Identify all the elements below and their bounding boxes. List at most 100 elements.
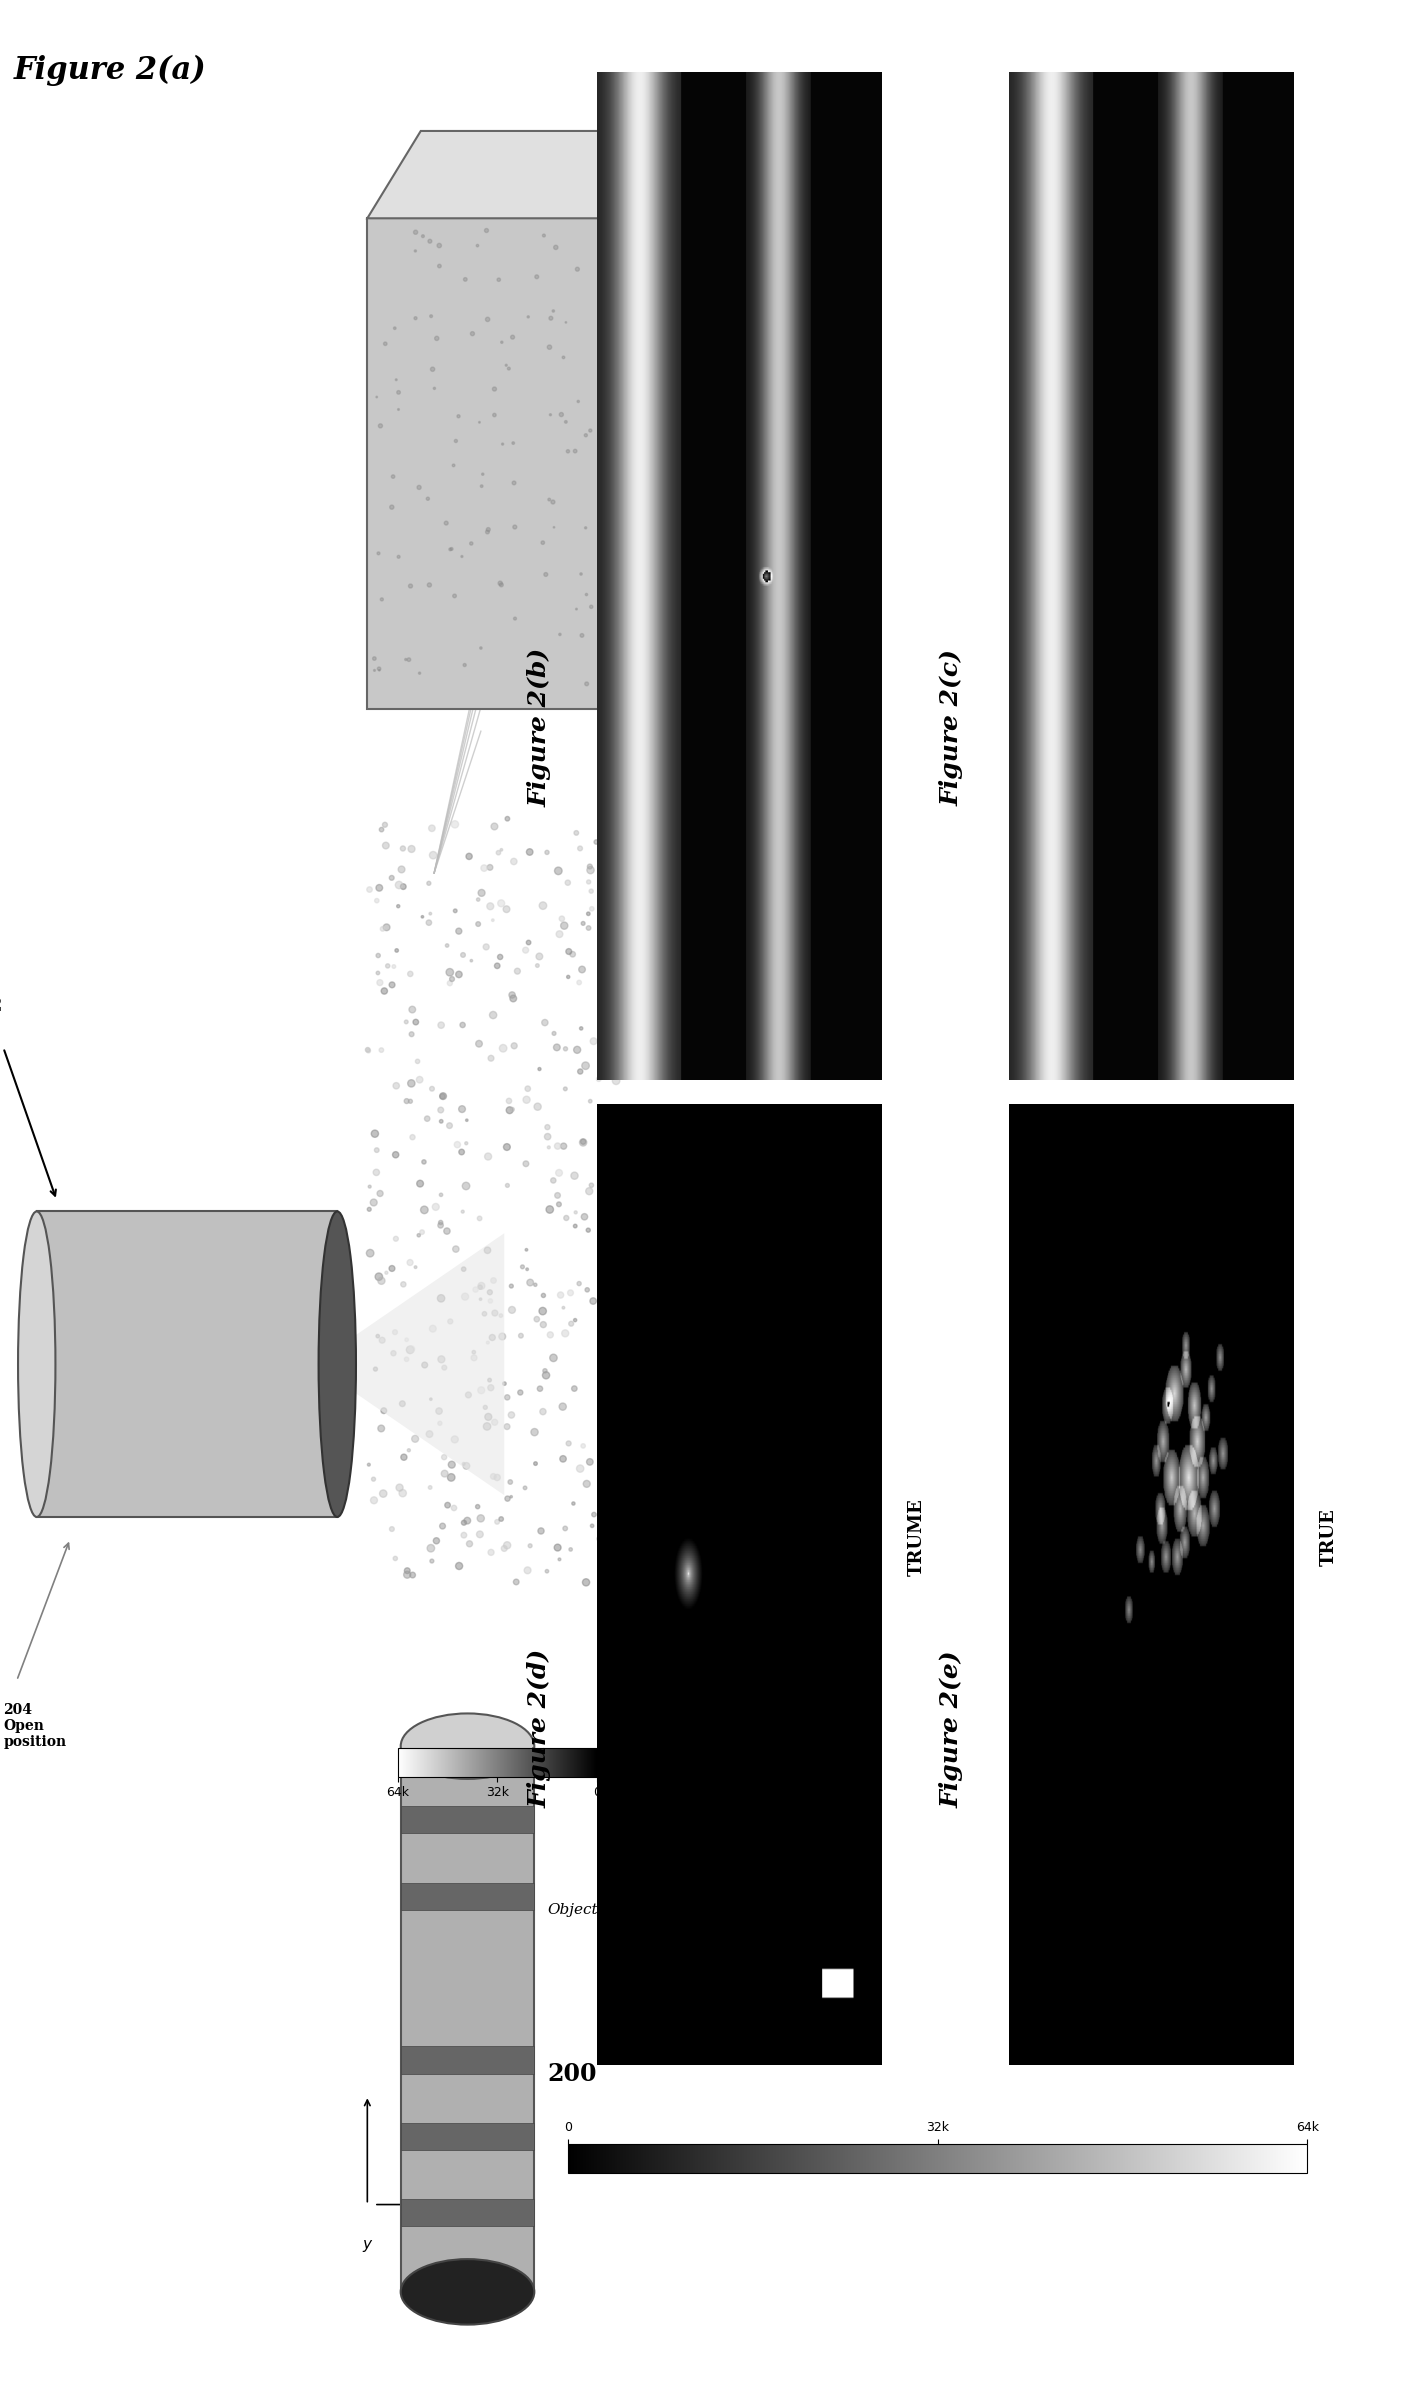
Point	[466, 905, 489, 944]
Point	[418, 1414, 441, 1453]
Point	[391, 850, 414, 888]
Point	[497, 351, 520, 389]
Point	[567, 382, 590, 420]
Point	[568, 828, 591, 867]
Point	[608, 1282, 631, 1321]
Point	[487, 259, 510, 298]
Point	[443, 1421, 466, 1460]
Point	[607, 1354, 630, 1393]
Point	[384, 1313, 406, 1352]
Point	[519, 833, 541, 872]
Point	[557, 864, 580, 903]
Point	[381, 1249, 404, 1287]
Point	[482, 1261, 504, 1299]
Point	[541, 483, 564, 521]
Point	[399, 1330, 422, 1369]
Point	[421, 351, 443, 389]
Point	[620, 869, 642, 908]
Point	[577, 862, 600, 900]
Point	[448, 1546, 470, 1585]
Point	[499, 1090, 522, 1128]
Point	[514, 932, 537, 970]
Point	[460, 941, 483, 980]
Point	[404, 214, 426, 252]
Point	[571, 617, 594, 655]
Point	[480, 1318, 503, 1357]
Point	[566, 1030, 588, 1068]
Point	[531, 1306, 554, 1345]
Point	[611, 1028, 634, 1066]
Point	[492, 1030, 514, 1068]
Polygon shape	[401, 1882, 534, 1909]
Point	[433, 1455, 456, 1493]
Point	[568, 1052, 591, 1090]
Point	[554, 1510, 577, 1549]
Point	[369, 812, 392, 850]
Point	[441, 1445, 463, 1484]
Point	[470, 1268, 493, 1306]
Point	[617, 814, 639, 852]
Point	[516, 1080, 539, 1119]
Point	[486, 1503, 509, 1541]
Point	[382, 1335, 405, 1373]
Point	[529, 1369, 551, 1407]
Point	[450, 538, 473, 576]
Point	[568, 1265, 591, 1304]
Point	[540, 300, 563, 339]
Point	[408, 1215, 431, 1253]
Point	[448, 396, 470, 435]
Point	[547, 852, 570, 891]
Point	[452, 1193, 475, 1232]
Point	[526, 946, 549, 984]
Text: 200: 200	[547, 2062, 597, 2086]
Point	[367, 1316, 389, 1354]
Point	[557, 932, 580, 970]
Point	[621, 1558, 644, 1597]
Point	[466, 1489, 489, 1527]
Point	[399, 1244, 422, 1282]
Point	[387, 886, 409, 924]
Point	[578, 1172, 601, 1210]
Point	[588, 1520, 611, 1558]
Point	[479, 1273, 502, 1311]
Point	[561, 934, 584, 972]
Point	[490, 1501, 513, 1539]
Point	[517, 298, 540, 336]
Point	[516, 1551, 539, 1589]
Point	[583, 1023, 605, 1061]
Point	[607, 1517, 630, 1556]
Point	[372, 1474, 395, 1513]
Point	[605, 1112, 628, 1150]
Point	[401, 1119, 423, 1157]
Point	[452, 1445, 475, 1484]
Point	[490, 324, 513, 363]
Point	[419, 896, 442, 934]
Point	[558, 1273, 581, 1311]
Point	[421, 1541, 443, 1580]
Point	[550, 396, 573, 435]
Point	[531, 1277, 554, 1316]
Point	[469, 1498, 492, 1537]
Point	[450, 1133, 473, 1172]
Point	[482, 1457, 504, 1496]
Point	[439, 531, 462, 569]
Point	[557, 432, 580, 471]
Point	[448, 912, 470, 951]
Point	[547, 1152, 570, 1191]
Point	[503, 843, 526, 881]
Point	[418, 903, 441, 941]
Point	[431, 1340, 453, 1378]
Point	[382, 456, 405, 495]
Point	[441, 960, 463, 999]
Point	[443, 576, 466, 615]
Point	[570, 555, 593, 593]
Point	[611, 1042, 634, 1080]
Point	[496, 1378, 519, 1417]
Point	[580, 872, 603, 910]
Point	[365, 881, 388, 920]
Point	[404, 233, 426, 271]
Point	[456, 1501, 479, 1539]
Point	[550, 1275, 573, 1313]
Polygon shape	[367, 218, 601, 708]
Point	[401, 1330, 423, 1369]
